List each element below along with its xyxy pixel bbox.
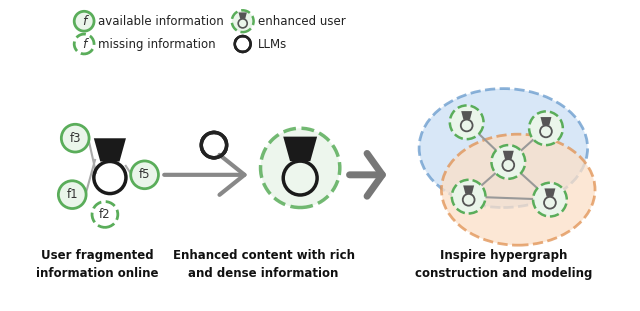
Text: f5: f5 xyxy=(139,168,150,181)
Circle shape xyxy=(452,180,486,213)
Text: f: f xyxy=(82,15,86,28)
Circle shape xyxy=(232,10,253,32)
Circle shape xyxy=(74,11,94,31)
Polygon shape xyxy=(503,151,514,159)
Ellipse shape xyxy=(419,89,588,207)
Text: f3: f3 xyxy=(70,132,81,145)
Text: Enhanced content with rich
and dense information: Enhanced content with rich and dense inf… xyxy=(173,249,355,280)
Circle shape xyxy=(58,181,86,208)
Circle shape xyxy=(92,202,118,227)
Polygon shape xyxy=(239,12,247,19)
Text: Inspire hypergraph
construction and modeling: Inspire hypergraph construction and mode… xyxy=(415,249,592,280)
Text: available information: available information xyxy=(98,15,224,28)
Circle shape xyxy=(131,161,159,189)
Circle shape xyxy=(533,183,567,216)
Circle shape xyxy=(450,105,484,139)
Text: LLMs: LLMs xyxy=(257,38,287,50)
Polygon shape xyxy=(284,137,317,161)
Text: f: f xyxy=(82,38,86,50)
Circle shape xyxy=(260,128,340,207)
Ellipse shape xyxy=(442,134,595,245)
Polygon shape xyxy=(545,188,556,197)
Circle shape xyxy=(529,111,563,145)
Polygon shape xyxy=(461,111,472,119)
Polygon shape xyxy=(463,185,474,194)
Text: f2: f2 xyxy=(99,208,111,221)
Text: f1: f1 xyxy=(67,188,78,201)
Text: enhanced user: enhanced user xyxy=(257,15,346,28)
Text: User fragmented
information online: User fragmented information online xyxy=(36,249,158,280)
Circle shape xyxy=(74,34,94,54)
Text: missing information: missing information xyxy=(98,38,216,50)
Polygon shape xyxy=(94,138,126,161)
Polygon shape xyxy=(541,117,552,125)
Circle shape xyxy=(492,145,525,179)
Circle shape xyxy=(61,124,89,152)
